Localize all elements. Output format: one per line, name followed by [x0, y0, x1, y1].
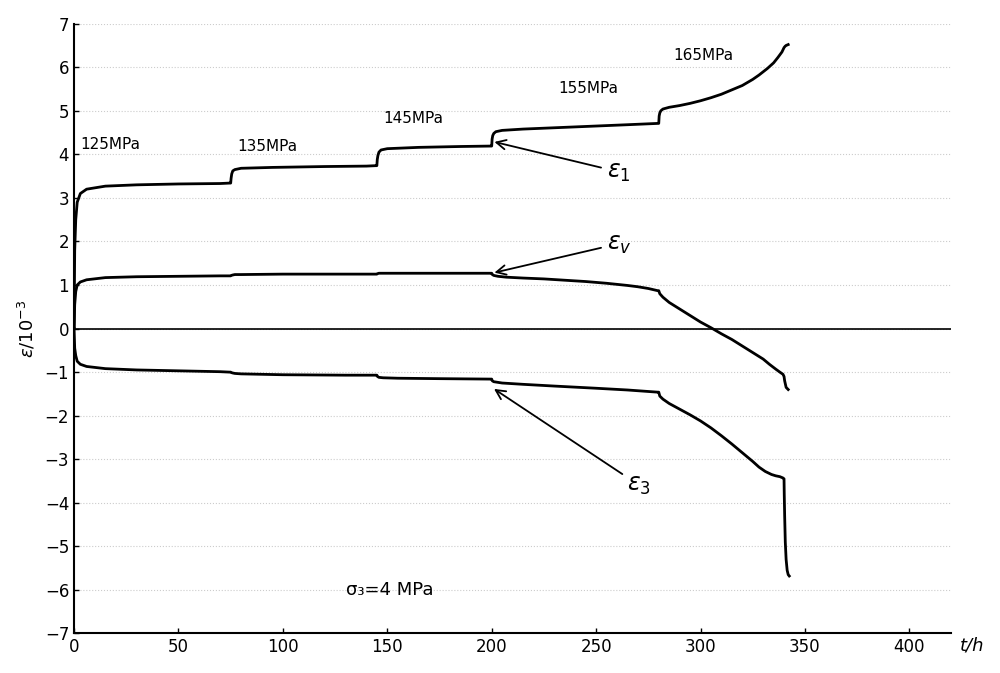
Y-axis label: $\varepsilon$/10$^{-3}$: $\varepsilon$/10$^{-3}$ — [17, 299, 38, 358]
Text: 165MPa: 165MPa — [673, 48, 733, 63]
Text: 145MPa: 145MPa — [383, 111, 443, 126]
Text: $\varepsilon_3$: $\varepsilon_3$ — [496, 390, 651, 497]
Text: t/h: t/h — [960, 637, 984, 655]
Text: 125MPa: 125MPa — [80, 137, 140, 152]
Text: 155MPa: 155MPa — [559, 81, 619, 96]
Text: σ₃=4 MPa: σ₃=4 MPa — [346, 581, 433, 599]
Text: 135MPa: 135MPa — [237, 139, 297, 154]
Text: $\varepsilon_1$: $\varepsilon_1$ — [496, 140, 630, 184]
Text: $\varepsilon_v$: $\varepsilon_v$ — [496, 232, 631, 275]
